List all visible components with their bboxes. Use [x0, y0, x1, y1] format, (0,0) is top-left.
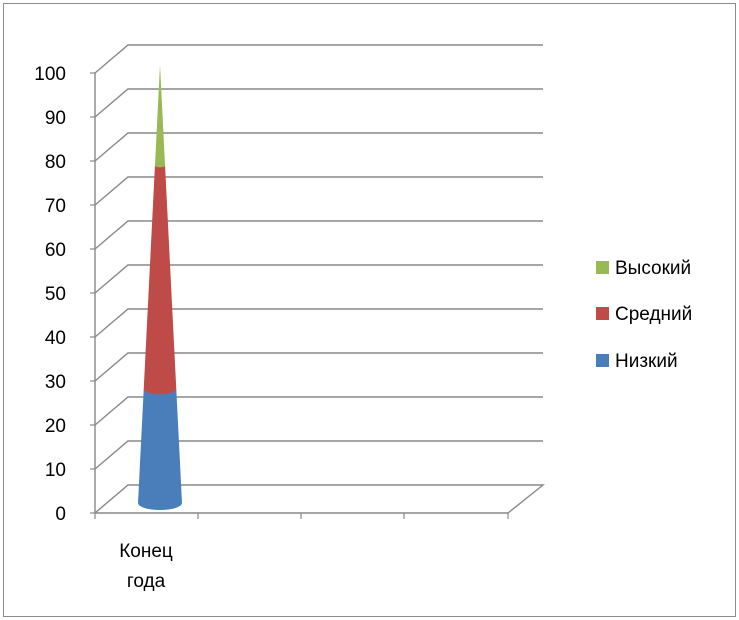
cone-segment-0	[138, 389, 182, 510]
legend-swatch	[596, 261, 609, 274]
legend-label: Средний	[615, 304, 692, 325]
gridline	[94, 352, 543, 382]
y-tick-label: 30	[45, 372, 66, 393]
gridline	[94, 220, 543, 250]
y-tick-label: 50	[45, 284, 66, 305]
y-tick-label: 10	[45, 460, 66, 481]
gridline	[94, 396, 543, 426]
cone-segment-2	[154, 65, 166, 168]
gridline	[94, 308, 543, 338]
gridline	[94, 264, 543, 294]
gridline	[94, 440, 543, 470]
gridline	[94, 44, 543, 74]
y-tick-label: 40	[45, 328, 66, 349]
y-tick-label: 100	[34, 64, 66, 85]
chart-frame	[3, 3, 736, 617]
legend-swatch	[596, 307, 609, 320]
gridlines	[94, 44, 545, 514]
y-tick-label: 20	[45, 416, 66, 437]
y-tick-label: 70	[45, 196, 66, 217]
axes	[90, 72, 509, 519]
x-tick-label-line: года	[127, 571, 166, 592]
gridline	[94, 176, 543, 206]
x-tick-label-line: Конец	[119, 541, 173, 562]
legend-swatch	[596, 354, 609, 367]
y-tick-label: 0	[55, 504, 66, 525]
legend: Высокий Средний Низкий	[596, 258, 692, 372]
gridline	[94, 88, 543, 118]
legend-label: Низкий	[615, 351, 678, 372]
y-tick-label: 80	[45, 152, 66, 173]
x-tick-labels: Конец года	[119, 541, 173, 592]
y-tick-labels: 0 10 20 30 40 50 60 70 80 90 100	[34, 64, 66, 525]
y-tick-label: 90	[45, 108, 66, 129]
cone-series	[138, 65, 182, 510]
floor-outline	[94, 484, 545, 514]
gridline	[94, 132, 543, 162]
y-tick-label: 60	[45, 240, 66, 261]
cone-segment-1	[143, 165, 177, 395]
legend-label: Высокий	[615, 258, 691, 279]
